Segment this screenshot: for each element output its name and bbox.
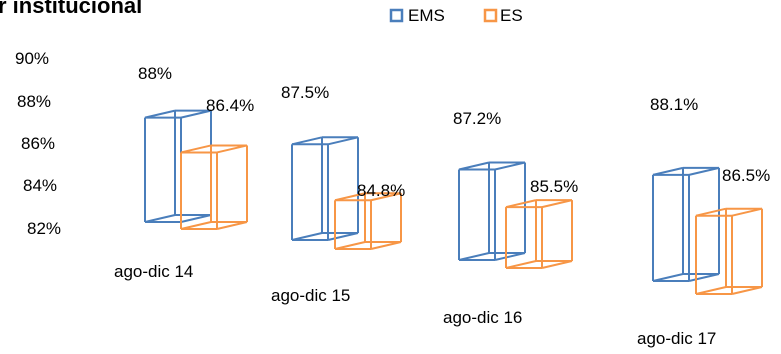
bar-ems-edge: [494, 161, 526, 171]
bar-ems-edge: [652, 273, 684, 282]
bar-ems-edge: [144, 214, 176, 223]
legend: EMS ES: [389, 6, 523, 25]
bar-es: [334, 192, 402, 250]
bar-es-edge: [370, 192, 402, 202]
bar-es: [505, 199, 573, 269]
x-tick-label: ago-dic 16: [443, 308, 522, 327]
data-label-es: 86.4%: [206, 96, 254, 115]
bar-ems: [144, 109, 212, 223]
chart-title: r institucional: [0, 0, 142, 18]
legend-label-ems: EMS: [408, 6, 445, 25]
bar-es: [180, 144, 248, 230]
bar-ems-edge: [327, 136, 359, 146]
bar-ems-edge: [144, 109, 176, 119]
bar-ems-edge: [458, 161, 490, 171]
bar-ems-edge: [688, 166, 720, 176]
data-label-es: 85.5%: [530, 177, 578, 196]
bar-es-edge: [216, 144, 248, 154]
y-tick-label: 82%: [27, 219, 61, 238]
bar-ems-edge: [291, 232, 323, 241]
bar-ems: [291, 136, 359, 241]
x-tick-label: ago-dic 15: [271, 286, 350, 305]
bar-ems: [652, 166, 720, 282]
data-label-ems: 88%: [138, 64, 172, 83]
bar-ems: [458, 161, 526, 261]
data-label-es: 84.8%: [357, 181, 405, 200]
bar-es-edge: [505, 260, 537, 269]
bar-es-edge: [541, 199, 573, 209]
bar-ems-edge: [494, 252, 526, 261]
bar-es-edge: [695, 207, 727, 217]
bar-es-edge: [180, 221, 212, 230]
y-tick-label: 84%: [23, 176, 57, 195]
bar-ems-edge: [652, 166, 684, 176]
bar-es-edge: [505, 199, 537, 209]
bar-ems-edge: [180, 214, 212, 223]
y-axis: 90% 88% 86% 84% 82%: [15, 49, 61, 238]
bar-ems-edge: [688, 273, 720, 282]
bar-es-edge: [180, 144, 212, 154]
bar-ems-edge: [291, 136, 323, 146]
bar-es: [695, 207, 763, 295]
bar-es-edge: [370, 241, 402, 250]
legend-swatch-es: [483, 8, 498, 23]
bar-es-edge: [731, 207, 763, 217]
legend-swatch-ems: [389, 8, 404, 23]
bar-ems-edge: [180, 109, 212, 119]
x-axis: ago-dic 14 ago-dic 15 ago-dic 16 ago-dic…: [114, 262, 716, 348]
legend-label-es: ES: [500, 6, 523, 25]
data-label-es: 86.5%: [722, 166, 770, 185]
bar-es-edge: [541, 260, 573, 269]
bars: [144, 109, 763, 295]
bar-es-edge: [731, 286, 763, 295]
bar-es-edge: [334, 192, 366, 202]
data-label-ems: 87.2%: [453, 109, 501, 128]
bar-ems-edge: [327, 232, 359, 241]
x-tick-label: ago-dic 17: [637, 329, 716, 348]
y-tick-label: 86%: [21, 134, 55, 153]
data-label-ems: 87.5%: [281, 83, 329, 102]
y-tick-label: 90%: [15, 49, 49, 68]
x-tick-label: ago-dic 14: [114, 262, 193, 281]
data-label-ems: 88.1%: [650, 95, 698, 114]
bar-es-edge: [695, 286, 727, 295]
bar-es-edge: [216, 221, 248, 230]
data-labels: 88% 86.4% 87.5% 84.8% 87.2% 85.5% 88.1% …: [138, 64, 770, 200]
bar-es-edge: [334, 241, 366, 250]
bar-ems-edge: [458, 252, 490, 261]
y-tick-label: 88%: [17, 92, 51, 111]
